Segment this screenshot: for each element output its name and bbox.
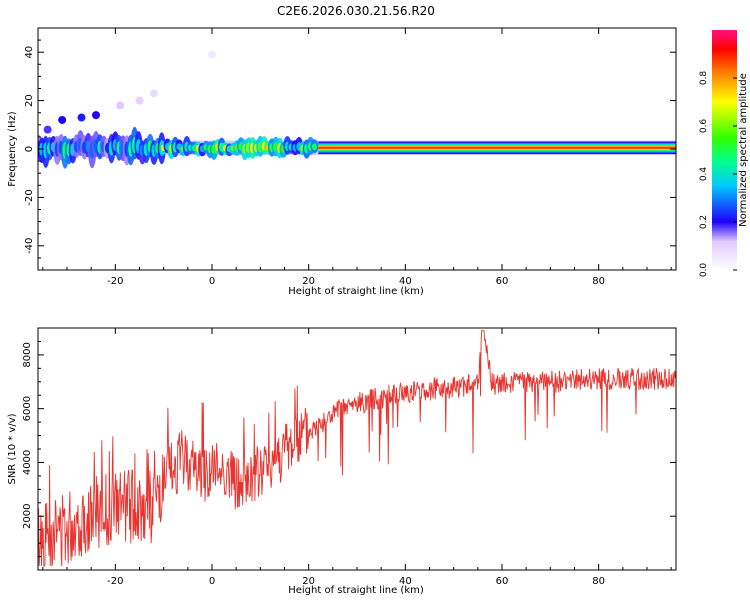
x-tick-label: 0 (209, 276, 215, 287)
colorbar-tick-label: 0.6 (699, 119, 709, 134)
colorbar-ticks: 0.0 0.2 0.4 0.6 0.8 (699, 71, 737, 278)
y-tick-label: 6000 (22, 396, 33, 421)
y-tick-label: 40 (24, 46, 35, 59)
y-tick-label: -20 (24, 189, 35, 205)
y-tick-label: 20 (24, 94, 35, 107)
snr-frame (37, 327, 677, 571)
snr-point (598, 379, 599, 380)
snr-plot-area (38, 330, 676, 567)
scatter-blob (58, 115, 67, 124)
colorbar-tick-label: 0.0 (699, 263, 709, 278)
x-tick-label: 80 (592, 276, 605, 287)
scatter-blob (150, 89, 158, 98)
snr-point (405, 392, 406, 393)
scatter-blob (135, 96, 144, 105)
snr-point (202, 473, 203, 474)
snr-point (482, 333, 483, 334)
snr-point (337, 411, 338, 412)
spectrogram-plot-area (38, 50, 676, 169)
y-tick-label: -40 (24, 238, 35, 254)
snr-x-label: Height of straight line (km) (288, 585, 424, 596)
x-tick-label: 60 (496, 276, 509, 287)
x-tick-label: 40 (399, 276, 412, 287)
y-tick-label: 8000 (22, 342, 33, 367)
snr-point (221, 467, 222, 468)
scatter-blob (208, 50, 216, 59)
snr-point (637, 379, 638, 380)
x-tick-label: 60 (496, 576, 509, 587)
spectrogram-axes: -20 0 20 40 60 80 -40 -20 0 20 40 (24, 27, 676, 287)
snr-point (366, 400, 367, 401)
y-tick-label: 0 (24, 146, 35, 152)
colorbar: 0.0 0.2 0.4 0.6 0.8 Normalized spectral ampl… (699, 30, 749, 277)
snr-point (154, 508, 155, 509)
snr-point (308, 432, 309, 433)
snr-point (453, 387, 454, 388)
band-layer (318, 146, 676, 149)
snr-point (560, 381, 561, 382)
snr-point (492, 384, 493, 385)
snr-point (260, 473, 261, 474)
snr-axes: -20 0 20 40 60 80 2000 4000 6000 8000 (22, 327, 676, 587)
snr-point (521, 381, 522, 382)
band-core (311, 143, 318, 151)
scatter-blob (43, 125, 52, 134)
snr-point (168, 475, 169, 476)
y-tick-label: 4000 (22, 450, 33, 475)
snr-point (250, 481, 251, 482)
x-tick-label: 20 (302, 576, 315, 587)
colorbar-label: Normalized spectral amplitude (738, 73, 749, 227)
scatter-blob (92, 111, 100, 120)
snr-point (96, 513, 97, 514)
x-tick-label: 20 (302, 276, 315, 287)
spectrogram-x-label: Height of straight line (km) (288, 286, 424, 297)
spectrogram-y-label: Frequency (Hz) (7, 111, 18, 187)
scatter-blob (116, 101, 125, 110)
x-tick-label: -20 (107, 276, 123, 287)
scatter-blob (77, 113, 86, 122)
snr-panel: -20 0 20 40 60 80 2000 4000 6000 8000 Height of s… (7, 327, 677, 596)
chart-title: C2E6.2026.030.21.56.R20 (277, 4, 435, 18)
colorbar-tick-label: 0.2 (699, 215, 709, 229)
y-tick-label: 2000 (22, 503, 33, 528)
spectrogram-panel: -20 0 20 40 60 80 -40 -20 0 20 40 Height of straig… (7, 27, 677, 297)
colorbar-gradient (712, 30, 737, 270)
snr-point (279, 454, 280, 455)
snr-point (125, 505, 126, 506)
colorbar-tick-label: 0.8 (699, 71, 709, 86)
snr-point (67, 526, 68, 527)
x-tick-label: 40 (399, 576, 412, 587)
x-tick-label: 0 (209, 576, 215, 587)
x-tick-label: -20 (107, 576, 123, 587)
snr-point (477, 384, 478, 385)
snr-series-line (38, 330, 676, 567)
x-tick-label: 80 (592, 576, 605, 587)
colorbar-tick-label: 0.4 (699, 167, 709, 182)
snr-point (183, 457, 184, 458)
snr-point (241, 486, 242, 487)
snr-y-label: SNR (10 * v/v) (7, 413, 18, 484)
